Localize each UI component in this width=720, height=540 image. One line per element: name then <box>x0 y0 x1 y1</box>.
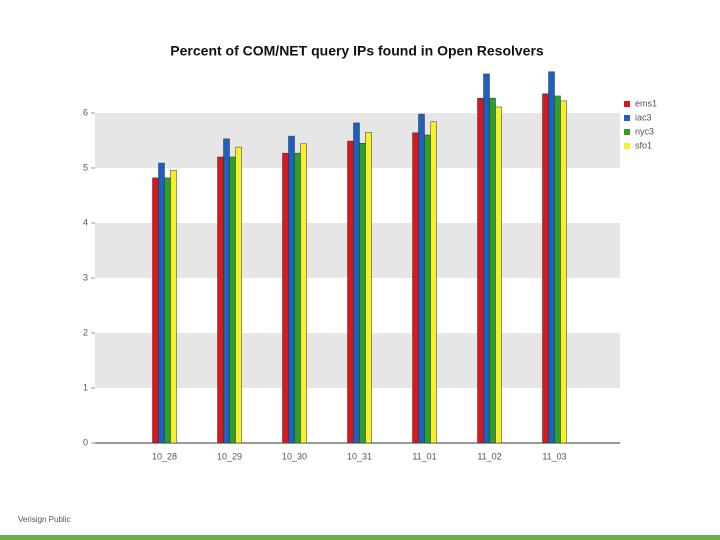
legend-label: iac3 <box>635 112 652 122</box>
bar <box>554 95 561 444</box>
bar <box>164 177 171 444</box>
bar <box>359 143 366 444</box>
bar <box>418 113 425 444</box>
bar <box>170 169 177 444</box>
bar <box>495 106 502 444</box>
legend-label: ems1 <box>635 98 657 108</box>
y-tick-label: 2 <box>83 327 88 337</box>
bar <box>347 140 354 444</box>
y-tick-label: 0 <box>83 437 88 447</box>
bar <box>430 121 437 444</box>
bar <box>288 135 295 444</box>
x-tick-label: 11_01 <box>412 451 436 461</box>
bar <box>235 146 242 444</box>
bar <box>300 143 307 444</box>
y-tick-label: 3 <box>83 272 88 282</box>
bar <box>483 73 490 444</box>
y-tick-label: 4 <box>83 217 88 227</box>
bar <box>412 132 419 444</box>
bar <box>152 177 159 444</box>
x-tick-label: 10_31 <box>347 451 372 461</box>
bar <box>548 71 555 444</box>
bar <box>217 156 224 444</box>
x-tick-label: 10_28 <box>152 451 177 461</box>
bar <box>282 152 289 444</box>
x-tick-label: 10_29 <box>217 451 242 461</box>
bar <box>424 134 431 444</box>
bar <box>229 156 236 444</box>
legend-swatch <box>624 143 630 149</box>
y-tick-label: 6 <box>83 107 88 117</box>
footer: Verisign Public <box>18 515 70 524</box>
bar <box>353 122 360 444</box>
legend-label: nyc3 <box>635 126 654 136</box>
chart-title: Percent of COM/NET query IPs found in Op… <box>170 43 544 59</box>
x-tick-label: 11_03 <box>542 451 566 461</box>
legend-swatch <box>624 129 630 135</box>
bar <box>489 97 496 444</box>
bar <box>542 93 549 444</box>
y-tick-label: 5 <box>83 162 88 172</box>
bar <box>158 162 165 444</box>
legend-swatch <box>624 101 630 107</box>
bar <box>294 152 301 444</box>
bar <box>365 132 372 444</box>
legend-label: sfo1 <box>635 140 652 150</box>
bar <box>223 138 230 444</box>
y-tick-label: 1 <box>83 382 88 392</box>
bar <box>560 100 567 444</box>
x-tick-label: 10_30 <box>282 451 307 461</box>
footer-bar <box>0 535 720 540</box>
legend-swatch <box>624 115 630 121</box>
x-tick-label: 11_02 <box>477 451 501 461</box>
bar <box>477 97 484 444</box>
